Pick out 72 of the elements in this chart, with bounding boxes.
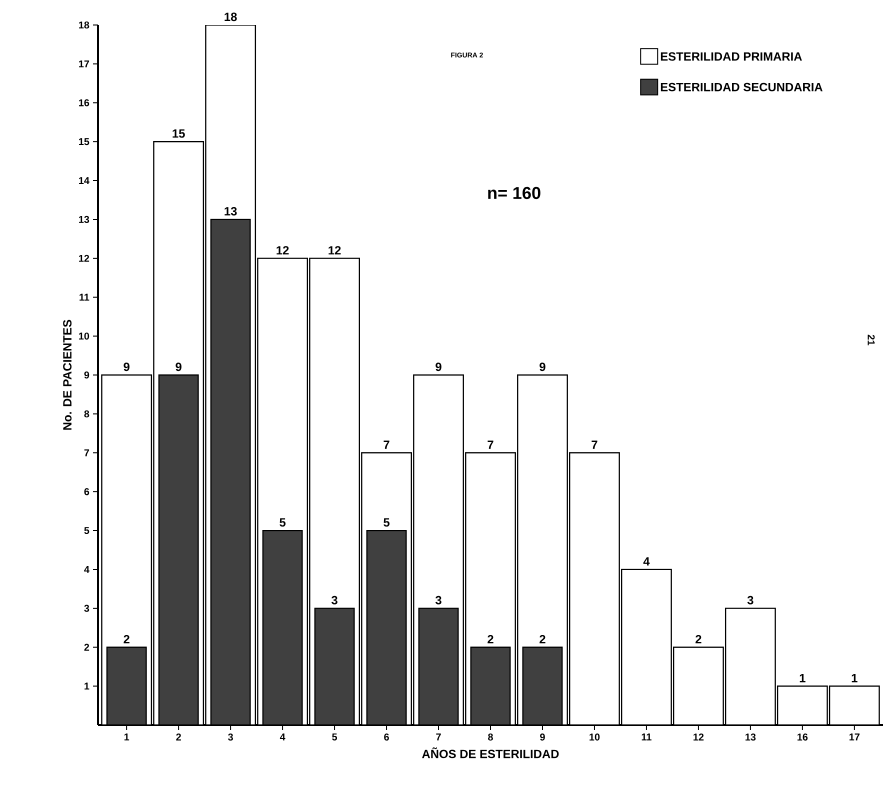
x-tick-label: 9: [540, 734, 545, 741]
x-tick-label: 8: [488, 734, 493, 741]
y-tick-label: 5: [84, 527, 90, 534]
x-tick-label: 1: [124, 734, 130, 740]
data-label: 7: [592, 440, 598, 449]
y-tick-label: 12: [79, 254, 90, 262]
x-tick-label: 13: [746, 734, 756, 741]
data-label: 9: [176, 362, 182, 372]
x-tick-label: 17: [850, 734, 860, 740]
x-tick-label: 2: [176, 734, 181, 740]
data-label: 9: [124, 362, 130, 372]
data-label: 5: [384, 518, 390, 527]
annotation: 21: [868, 334, 875, 346]
bar: [314, 608, 355, 725]
y-tick-label: 6: [84, 488, 90, 496]
data-label: 13: [224, 207, 237, 216]
bar: [158, 374, 199, 725]
bar: [470, 646, 511, 725]
x-tick-label: 4: [280, 734, 286, 740]
data-label: 2: [540, 634, 546, 644]
data-label: 3: [332, 596, 338, 604]
data-label: 1: [852, 674, 858, 682]
y-tick-label: 2: [84, 644, 90, 651]
data-label: 2: [696, 634, 702, 644]
y-tick-label: 1: [84, 682, 90, 690]
y-tick-label: 11: [80, 294, 90, 301]
data-label: 3: [435, 596, 442, 604]
data-label: 5: [280, 518, 286, 527]
x-tick-label: 11: [642, 734, 652, 740]
data-label: 9: [436, 362, 442, 372]
data-label: 2: [488, 634, 494, 644]
x-tick-label: 7: [436, 734, 441, 740]
y-tick-label: 17: [79, 60, 90, 68]
bar: [262, 530, 303, 725]
x-axis-title: AÑOS DE ESTERILIDAD: [422, 747, 559, 758]
y-tick-label: 15: [79, 138, 90, 146]
y-tick-label: 10: [79, 332, 90, 340]
x-tick-label: 5: [332, 734, 338, 740]
annotation: n= 160: [488, 186, 540, 200]
x-tick-label: 3: [228, 734, 233, 741]
data-label: 7: [488, 440, 494, 449]
data-label: 18: [224, 12, 237, 22]
bar: [210, 218, 251, 725]
y-tick-label: 13: [79, 216, 90, 223]
bar: [418, 608, 459, 725]
data-label: 12: [276, 246, 289, 254]
legend-label: ESTERILIDAD SECUNDARIA: [660, 82, 823, 92]
x-tick-label: 10: [590, 734, 600, 741]
data-label: 12: [328, 246, 341, 254]
y-tick-label: 14: [79, 177, 90, 184]
y-tick-label: 3: [84, 604, 90, 612]
bar: [522, 646, 563, 725]
x-tick-label: 16: [798, 734, 808, 741]
data-label: 7: [384, 440, 390, 449]
legend-label: ESTERILIDAD PRIMARIA: [660, 52, 802, 61]
y-axis-title: No. DE PACIENTES: [63, 320, 72, 430]
x-tick-label: 12: [694, 734, 704, 740]
data-label: 9: [540, 362, 546, 372]
x-tick-label: 6: [384, 734, 389, 741]
y-tick-label: 16: [79, 99, 90, 106]
data-label: 15: [172, 129, 185, 138]
bar: [106, 646, 147, 725]
bar: [366, 530, 407, 725]
y-tick-label: 9: [84, 371, 90, 379]
data-label: 4: [643, 557, 650, 566]
y-tick-label: 8: [84, 410, 90, 418]
y-tick-label: 4: [84, 566, 90, 573]
y-tick-label: 18: [79, 21, 90, 29]
y-tick-label: 7: [84, 449, 90, 456]
data-label: 3: [747, 596, 754, 604]
data-label: 1: [800, 674, 806, 682]
data-label: 2: [124, 634, 130, 644]
